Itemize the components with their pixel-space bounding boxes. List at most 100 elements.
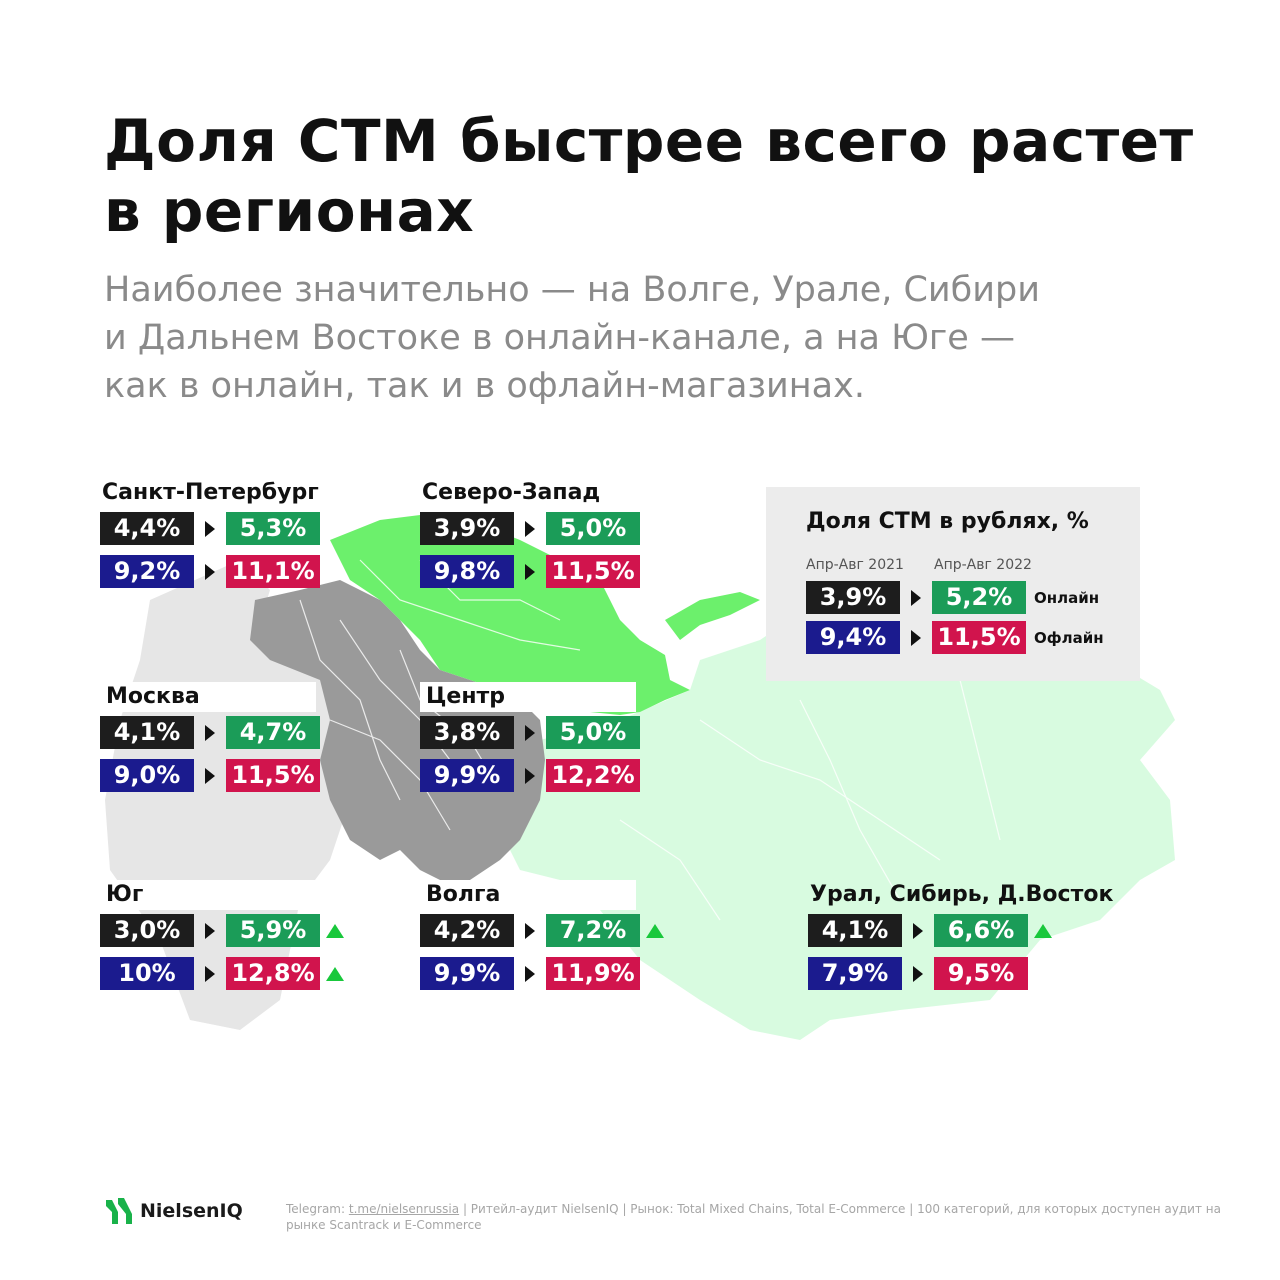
offline-row: 7,9% 9,5% [808, 957, 1113, 990]
offline-cur-value: 11,1% [226, 555, 320, 588]
triangle-right-icon [194, 512, 226, 545]
offline-row: 9,9% 11,9% [420, 957, 670, 990]
online-cur-value: 5,0% [546, 512, 640, 545]
offline-row: 9,0% 11,5% [100, 759, 320, 792]
region-name: Волга [420, 880, 636, 910]
legend-period-cur: Апр-Авг 2022 [934, 557, 1032, 573]
online-prev-value: 4,1% [808, 914, 902, 947]
online-cur-value: 5,9% [226, 914, 320, 947]
legend-online-cur: 5,2% [932, 581, 1026, 614]
online-row: 3,0% 5,9% [100, 914, 350, 947]
offline-row: 10% 12,8% [100, 957, 350, 990]
offline-cur-value: 12,2% [546, 759, 640, 792]
offline-cur-value: 11,5% [546, 555, 640, 588]
triangle-right-icon [514, 512, 546, 545]
legend-box: Доля СТМ в рублях, % Апр-Авг 2021 Апр-Ав… [766, 487, 1140, 681]
online-cur-value: 6,6% [934, 914, 1028, 947]
triangle-right-icon [194, 957, 226, 990]
online-row: 4,2% 7,2% [420, 914, 670, 947]
offline-prev-value: 9,0% [100, 759, 194, 792]
triangle-right-icon [900, 581, 932, 614]
triangle-right-icon [900, 621, 932, 654]
triangle-right-icon [514, 957, 546, 990]
online-cur-value: 7,2% [546, 914, 640, 947]
offline-row: 9,8% 11,5% [420, 555, 640, 588]
triangle-right-icon [514, 759, 546, 792]
offline-prev-value: 9,8% [420, 555, 514, 588]
triangle-right-icon [194, 759, 226, 792]
triangle-right-icon [514, 914, 546, 947]
online-row: 4,1% 6,6% [808, 914, 1113, 947]
online-row: 3,9% 5,0% [420, 512, 640, 545]
legend-online-prev: 3,9% [806, 581, 900, 614]
footer-note: Telegram: t.me/nielsenrussia | Ритейл-ау… [286, 1201, 1226, 1233]
online-prev-value: 4,2% [420, 914, 514, 947]
region-card: Юг 3,0% 5,9% 10% 12,8% [100, 880, 350, 1000]
offline-row: 9,2% 11,1% [100, 555, 320, 588]
map-region-west [105, 560, 350, 1030]
legend-online-label: Онлайн [1034, 588, 1100, 607]
footer-text: | Ритейл-аудит NielsenIQ | Рынок: Total … [286, 1202, 1221, 1232]
telegram-link[interactable]: t.me/nielsenrussia [348, 1202, 460, 1216]
online-prev-value: 3,8% [420, 716, 514, 749]
online-row: 4,4% 5,3% [100, 512, 320, 545]
triangle-right-icon [514, 716, 546, 749]
brand-name: NielsenIQ [140, 1200, 243, 1222]
region-card: Урал, Сибирь, Д.Восток 4,1% 6,6% 7,9% 9,… [808, 880, 1113, 1000]
region-name: Центр [420, 682, 636, 712]
offline-row: 9,9% 12,2% [420, 759, 640, 792]
region-name: Санкт-Петербург [102, 480, 319, 505]
online-cur-value: 4,7% [226, 716, 320, 749]
legend-offline-label: Офлайн [1034, 628, 1104, 647]
online-prev-value: 3,0% [100, 914, 194, 947]
offline-cur-value: 12,8% [226, 957, 320, 990]
page-title: Доля СТМ быстрее всего растет в регионах [104, 107, 1194, 245]
online-prev-value: 4,4% [100, 512, 194, 545]
region-card: Центр 3,8% 5,0% 9,9% 12,2% [420, 682, 640, 802]
online-row: 3,8% 5,0% [420, 716, 640, 749]
offline-cur-value: 9,5% [934, 957, 1028, 990]
offline-prev-value: 9,9% [420, 957, 514, 990]
nielseniq-logo-icon [106, 1198, 132, 1224]
region-name: Северо-Запад [422, 480, 601, 505]
triangle-right-icon [514, 555, 546, 588]
triangle-up-icon [1028, 914, 1058, 947]
triangle-up-icon [320, 957, 350, 990]
online-cur-value: 5,0% [546, 716, 640, 749]
triangle-right-icon [902, 957, 934, 990]
triangle-right-icon [194, 914, 226, 947]
region-card: Волга 4,2% 7,2% 9,9% 11,9% [420, 880, 670, 1000]
region-name: Урал, Сибирь, Д.Восток [810, 882, 1114, 907]
offline-prev-value: 9,2% [100, 555, 194, 588]
legend-period-prev: Апр-Авг 2021 [806, 557, 904, 573]
triangle-up-icon [320, 914, 350, 947]
online-prev-value: 3,9% [420, 512, 514, 545]
brand-logo: NielsenIQ [104, 1196, 243, 1226]
map-region-northwest-island [665, 592, 760, 640]
online-cur-value: 5,3% [226, 512, 320, 545]
legend-offline-row: 9,4% 11,5% Офлайн [806, 621, 1104, 654]
page-subtitle: Наиболее значительно — на Волге, Урале, … [104, 270, 1040, 406]
legend-online-row: 3,9% 5,2% Онлайн [806, 581, 1099, 614]
legend-offline-cur: 11,5% [932, 621, 1026, 654]
region-name: Москва [100, 682, 316, 712]
legend-offline-prev: 9,4% [806, 621, 900, 654]
offline-cur-value: 11,5% [226, 759, 320, 792]
map-region-center [250, 580, 545, 900]
region-card: Санкт-Петербург 4,4% 5,3% 9,2% 11,1% [100, 478, 320, 598]
offline-prev-value: 10% [100, 957, 194, 990]
region-name: Юг [100, 880, 316, 910]
telegram-label: Telegram: [286, 1202, 346, 1216]
region-card: Северо-Запад 3,9% 5,0% 9,8% 11,5% [420, 478, 640, 598]
triangle-up-icon [640, 914, 670, 947]
triangle-right-icon [194, 716, 226, 749]
region-card: Москва 4,1% 4,7% 9,0% 11,5% [100, 682, 320, 802]
offline-prev-value: 7,9% [808, 957, 902, 990]
offline-prev-value: 9,9% [420, 759, 514, 792]
offline-cur-value: 11,9% [546, 957, 640, 990]
triangle-right-icon [902, 914, 934, 947]
online-prev-value: 4,1% [100, 716, 194, 749]
online-row: 4,1% 4,7% [100, 716, 320, 749]
legend-title: Доля СТМ в рублях, % [806, 509, 1089, 534]
triangle-right-icon [194, 555, 226, 588]
